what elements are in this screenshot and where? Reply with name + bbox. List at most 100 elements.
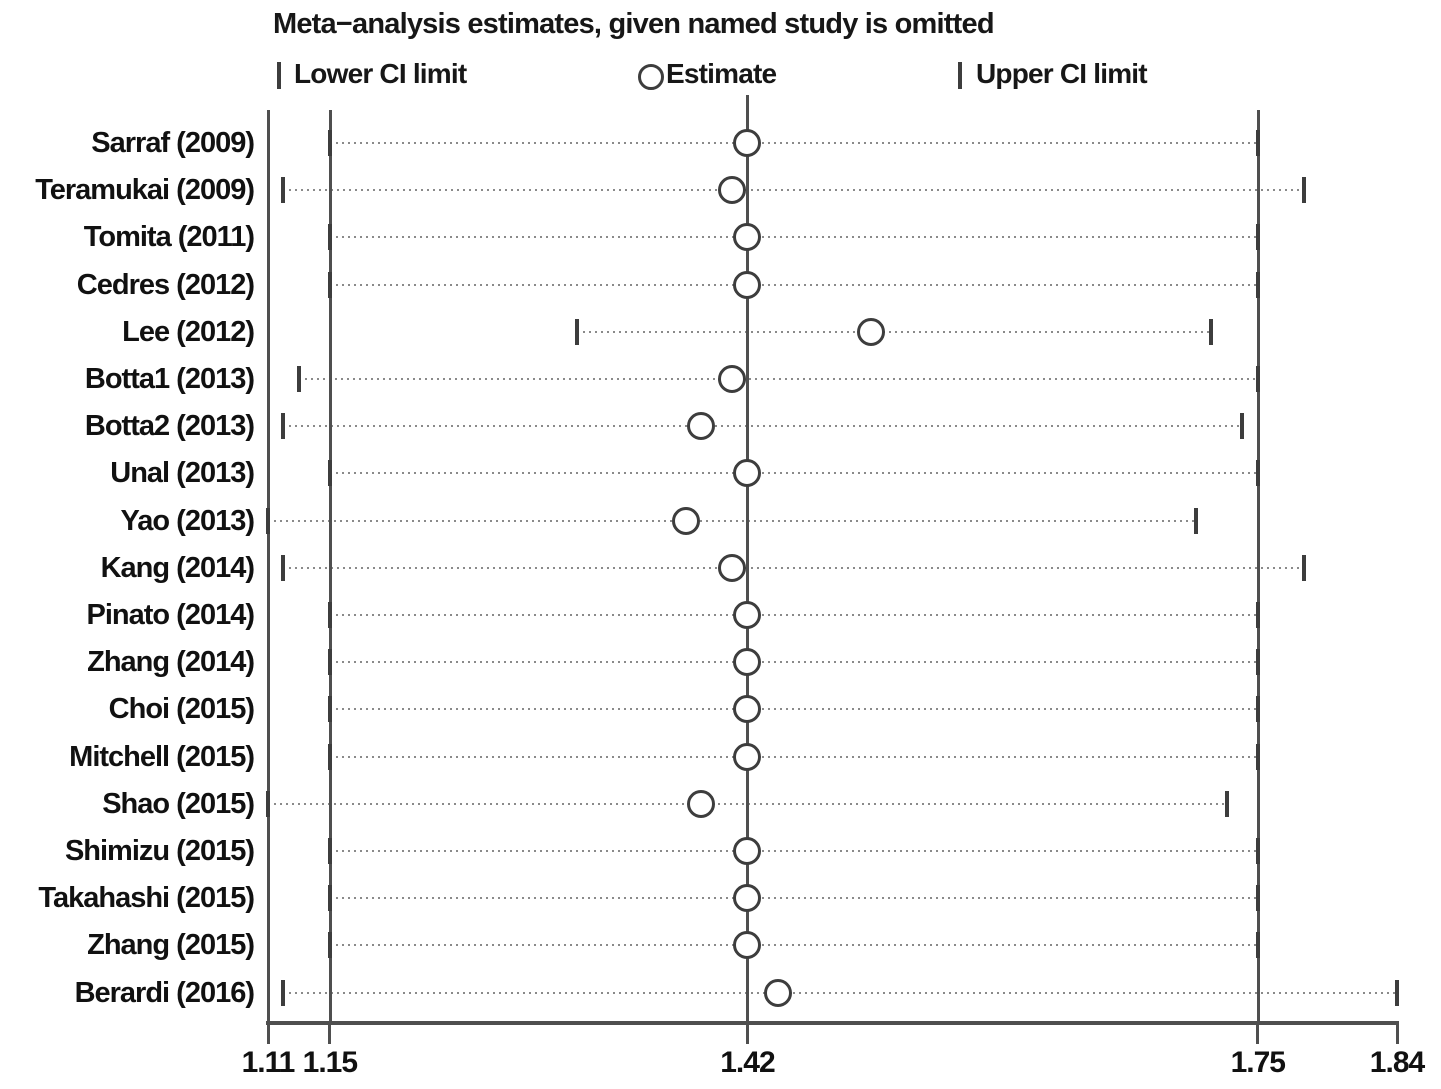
lower-ci-tick <box>281 177 286 204</box>
study-label: Zhang (2015) <box>87 929 255 962</box>
ci-dotted-line <box>329 850 1258 852</box>
study-label: Choi (2015) <box>108 693 255 726</box>
x-tick-label: 1.75 <box>1230 1046 1286 1079</box>
estimate-marker <box>717 553 746 582</box>
study-label: Mitchell (2015) <box>69 740 255 773</box>
estimate-marker <box>733 129 762 157</box>
upper-ci-tick <box>1395 979 1399 1006</box>
estimate-marker <box>671 506 700 535</box>
lower-ci-tick <box>327 696 332 723</box>
upper-ci-tick <box>1255 838 1260 864</box>
x-tick-label: 1.11 <box>241 1046 296 1079</box>
x-tick <box>1256 1025 1260 1044</box>
estimate-marker <box>733 459 762 488</box>
upper-ci-tick <box>1193 507 1198 534</box>
lower-ci-tick <box>327 743 332 770</box>
upper-ci-tick <box>1209 318 1214 345</box>
estimate-marker <box>717 365 746 393</box>
study-label: Kang (2014) <box>100 551 255 584</box>
estimate-marker <box>733 601 762 629</box>
estimate-marker <box>733 270 762 299</box>
x-tick-label: 1.42 <box>720 1046 775 1079</box>
ci-dotted-line <box>329 661 1258 664</box>
ci-dotted-line <box>577 330 1212 333</box>
study-label: Pinato (2014) <box>86 599 256 631</box>
legend-estimate-label: Estimate <box>666 58 777 89</box>
ci-dotted-line <box>268 519 1196 522</box>
ci-dotted-line <box>283 991 1397 994</box>
upper-ci-tick <box>1240 413 1245 440</box>
ci-dotted-line <box>329 472 1258 475</box>
study-label: Sarraf (2009) <box>91 127 255 159</box>
study-label: Teramukai (2009) <box>35 174 255 207</box>
upper-ci-tick <box>1255 224 1260 251</box>
chart-title: Meta−analysis estimates, given named stu… <box>273 8 995 40</box>
estimate-marker <box>764 978 793 1007</box>
lower-ci-tick <box>266 507 270 534</box>
lower-ci-tick <box>327 271 332 298</box>
x-tick <box>328 1025 332 1044</box>
ci-dotted-line <box>329 708 1258 711</box>
upper-ci-tick <box>1255 130 1260 156</box>
legend-upper-label: Upper CI limit <box>976 58 1148 89</box>
x-tick-label: 1.15 <box>302 1046 358 1079</box>
upper-ci-tick <box>1255 602 1260 628</box>
ci-dotted-line <box>329 944 1258 947</box>
estimate-marker <box>733 931 762 960</box>
lower-ci-tick <box>327 932 332 959</box>
x-tick <box>1395 1025 1399 1044</box>
upper-ci-tick <box>1255 460 1260 487</box>
axis-left-line <box>267 110 270 1023</box>
study-label: Takahashi (2015) <box>38 882 255 915</box>
lower-ci-tick <box>327 130 332 156</box>
lower-ci-tick <box>327 224 332 251</box>
estimate-marker <box>857 317 886 346</box>
upper-ci-tick <box>1255 271 1260 298</box>
estimate-marker <box>717 176 746 205</box>
legend-lower-label: Lower CI limit <box>294 58 467 89</box>
study-label: Tomita (2011) <box>83 221 255 254</box>
upper-ci-tick <box>1255 366 1260 392</box>
lower-ci-tick-icon <box>277 62 281 89</box>
upper-ci-tick <box>1224 790 1229 817</box>
x-axis-line <box>266 1021 1399 1025</box>
study-label: Berardi (2016) <box>74 976 255 1009</box>
lower-ci-tick <box>266 790 270 817</box>
ci-dotted-line <box>329 142 1258 144</box>
lower-ci-tick <box>281 979 286 1006</box>
ci-dotted-line <box>329 755 1258 758</box>
x-tick <box>266 1025 270 1044</box>
study-label: Yao (2013) <box>120 504 255 537</box>
estimate-marker <box>733 223 762 252</box>
ci-dotted-line <box>329 236 1258 239</box>
estimate-marker <box>687 789 716 818</box>
lower-ci-tick <box>327 838 332 864</box>
ci-dotted-line <box>329 283 1258 286</box>
upper-ci-tick <box>1255 743 1260 770</box>
upper-ci-tick <box>1255 932 1260 959</box>
study-label: Lee (2012) <box>122 315 255 348</box>
lower-ci-tick <box>327 885 332 912</box>
upper-ci-tick <box>1255 649 1260 676</box>
overall-lower-ci-line <box>328 110 332 1023</box>
study-label: Shao (2015) <box>102 787 255 820</box>
upper-ci-tick <box>1255 885 1260 912</box>
overall-estimate-line <box>746 95 750 1023</box>
x-tick-label: 1.84 <box>1369 1046 1425 1079</box>
study-label: Botta2 (2013) <box>84 410 255 443</box>
lower-ci-tick <box>327 649 332 676</box>
lower-ci-tick <box>281 413 286 440</box>
lower-ci-tick <box>327 602 332 628</box>
overall-upper-ci-line <box>1256 110 1260 1023</box>
estimate-marker <box>733 837 762 865</box>
upper-ci-tick <box>1302 554 1307 581</box>
study-label: Unal (2013) <box>110 457 255 490</box>
lower-ci-tick <box>281 554 286 581</box>
upper-ci-tick <box>1255 696 1260 723</box>
estimate-marker <box>733 648 762 677</box>
ci-dotted-line <box>283 425 1243 428</box>
study-label: Cedres (2012) <box>76 268 255 301</box>
ci-dotted-line <box>298 378 1258 380</box>
study-label: Botta1 (2013) <box>84 363 255 395</box>
